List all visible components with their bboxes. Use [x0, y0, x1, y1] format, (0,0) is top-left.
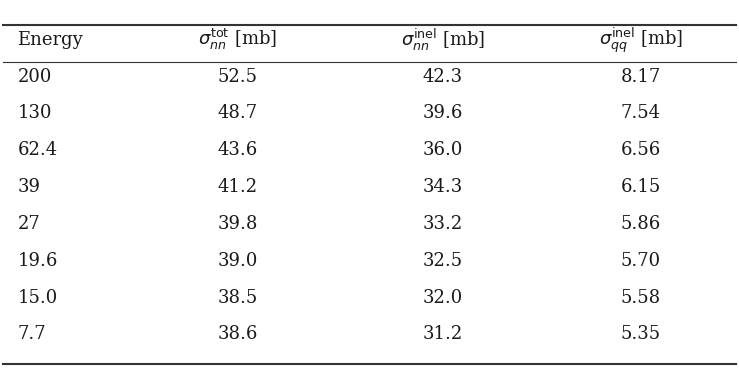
Text: 19.6: 19.6 [18, 252, 58, 270]
Text: 27: 27 [18, 215, 40, 233]
Text: 33.2: 33.2 [423, 215, 463, 233]
Text: 7.54: 7.54 [621, 104, 661, 122]
Text: 200: 200 [18, 68, 52, 86]
Text: 32.5: 32.5 [423, 252, 463, 270]
Text: 39.6: 39.6 [423, 104, 463, 122]
Text: 62.4: 62.4 [18, 141, 58, 159]
Text: 5.35: 5.35 [621, 325, 661, 344]
Text: 38.6: 38.6 [217, 325, 258, 344]
Text: 39: 39 [18, 178, 41, 196]
Text: 42.3: 42.3 [423, 68, 463, 86]
Text: 6.15: 6.15 [621, 178, 661, 196]
Text: $\sigma_{nn}^{\mathrm{tot}}$ [mb]: $\sigma_{nn}^{\mathrm{tot}}$ [mb] [198, 27, 277, 53]
Text: 48.7: 48.7 [217, 104, 258, 122]
Text: 7.7: 7.7 [18, 325, 46, 344]
Text: $\sigma_{nn}^{\mathrm{inel}}$ [mb]: $\sigma_{nn}^{\mathrm{inel}}$ [mb] [401, 27, 485, 53]
Text: 6.56: 6.56 [621, 141, 661, 159]
Text: 5.70: 5.70 [621, 252, 661, 270]
Text: $\sigma_{qq}^{\mathrm{inel}}$ [mb]: $\sigma_{qq}^{\mathrm{inel}}$ [mb] [599, 25, 683, 54]
Text: 41.2: 41.2 [217, 178, 258, 196]
Text: 32.0: 32.0 [423, 289, 463, 307]
Text: 39.0: 39.0 [217, 252, 258, 270]
Text: 130: 130 [18, 104, 52, 122]
Text: 5.86: 5.86 [621, 215, 661, 233]
Text: 52.5: 52.5 [217, 68, 257, 86]
Text: 43.6: 43.6 [217, 141, 258, 159]
Text: Energy: Energy [18, 31, 84, 49]
Text: 38.5: 38.5 [217, 289, 258, 307]
Text: 8.17: 8.17 [621, 68, 661, 86]
Text: 39.8: 39.8 [217, 215, 258, 233]
Text: 5.58: 5.58 [621, 289, 661, 307]
Text: 15.0: 15.0 [18, 289, 58, 307]
Text: 34.3: 34.3 [423, 178, 463, 196]
Text: 31.2: 31.2 [423, 325, 463, 344]
Text: 36.0: 36.0 [423, 141, 463, 159]
